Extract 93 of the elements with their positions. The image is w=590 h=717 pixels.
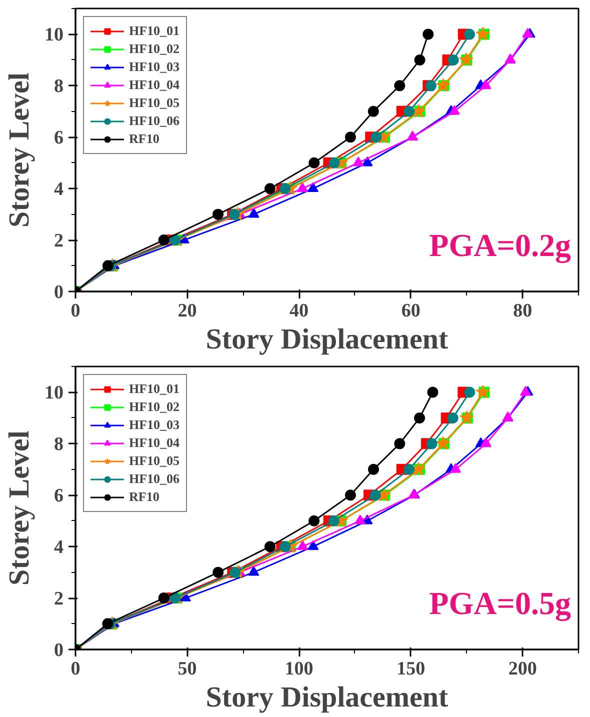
legend-label: HF10_03: [129, 417, 180, 433]
x-tick-label: 40: [290, 300, 309, 322]
point: [368, 464, 379, 475]
legend-label: HF10_01: [129, 381, 180, 397]
point: [404, 464, 415, 475]
point: [436, 436, 450, 450]
legend-label: HF10_04: [129, 77, 180, 93]
annotation: PGA=0.5g: [429, 585, 571, 622]
x-tick-label: 0: [70, 300, 80, 322]
point: [248, 566, 260, 576]
point: [230, 566, 241, 578]
point: [102, 260, 114, 272]
point: [308, 515, 320, 526]
y-tick-label: 0: [54, 282, 64, 303]
point: [448, 105, 460, 115]
point: [158, 592, 170, 604]
legend-label: HF10_03: [129, 59, 180, 75]
y-tick-label: 4: [54, 537, 64, 558]
y-tick-label: 2: [54, 588, 64, 610]
point: [352, 156, 364, 166]
point: [414, 54, 426, 66]
point: [427, 386, 438, 398]
point: [480, 79, 492, 90]
point: [212, 208, 224, 220]
point: [368, 106, 379, 117]
point: [464, 28, 476, 40]
y-axis-title: Storey Level: [4, 430, 36, 586]
point: [394, 438, 406, 450]
y-tick-label: 6: [54, 486, 64, 507]
y-tick-label: 8: [54, 434, 64, 456]
legend-label: RF10: [129, 489, 160, 505]
point: [344, 132, 356, 143]
y-axis-title: Storey Level: [4, 72, 36, 228]
x-tick-label: 150: [396, 658, 426, 680]
point: [450, 463, 462, 473]
point: [412, 104, 426, 118]
point: [404, 106, 415, 117]
y-tick-label: 6: [54, 128, 64, 149]
x-tick-label: 0: [70, 658, 80, 680]
legend-label: HF10_01: [129, 23, 180, 39]
point: [370, 132, 382, 143]
point: [308, 157, 320, 168]
point: [464, 386, 476, 398]
legend-label: HF10_02: [129, 41, 180, 57]
y-tick-label: 10: [44, 382, 64, 404]
point: [328, 515, 340, 526]
x-tick-label: 80: [513, 300, 532, 322]
point: [425, 80, 436, 92]
point: [426, 438, 438, 450]
point: [212, 566, 224, 578]
point: [280, 183, 291, 194]
point: [370, 490, 381, 501]
x-tick-label: 100: [284, 658, 314, 680]
x-tick-label: 60: [401, 300, 420, 322]
point: [476, 384, 490, 398]
y-tick-label: 4: [54, 179, 64, 200]
x-tick-label: 200: [508, 658, 537, 680]
point: [448, 54, 459, 66]
point: [422, 28, 434, 40]
x-axis-title: Story Displacement: [206, 682, 449, 714]
point: [476, 26, 490, 40]
point: [354, 514, 366, 524]
point: [447, 412, 458, 424]
legend-label: HF10_04: [129, 435, 180, 451]
point: [394, 80, 406, 92]
x-tick-label: 50: [178, 658, 197, 680]
point: [158, 234, 170, 246]
point: [328, 157, 340, 168]
legend-label: HF10_02: [129, 399, 180, 415]
y-tick-label: 8: [54, 76, 64, 98]
legend-label: HF10_05: [129, 453, 180, 469]
point: [308, 182, 319, 192]
point: [264, 541, 276, 552]
x-axis-title: Story Displacement: [206, 324, 449, 356]
annotation: PGA=0.2g: [429, 227, 571, 264]
point: [296, 182, 308, 192]
y-tick-label: 0: [54, 640, 64, 661]
point: [308, 540, 319, 550]
point: [297, 540, 308, 550]
point: [414, 412, 426, 424]
legend-label: HF10_05: [129, 95, 180, 111]
point: [344, 490, 356, 501]
x-tick-label: 20: [178, 300, 197, 322]
point: [280, 541, 291, 552]
point: [102, 618, 114, 630]
point: [248, 208, 260, 218]
point: [480, 437, 492, 448]
legend-label: HF10_06: [129, 113, 180, 129]
y-tick-label: 10: [44, 24, 64, 46]
legend-label: RF10: [129, 131, 160, 147]
point: [264, 183, 276, 194]
y-tick-label: 2: [54, 230, 64, 252]
legend-label: HF10_06: [129, 471, 180, 487]
